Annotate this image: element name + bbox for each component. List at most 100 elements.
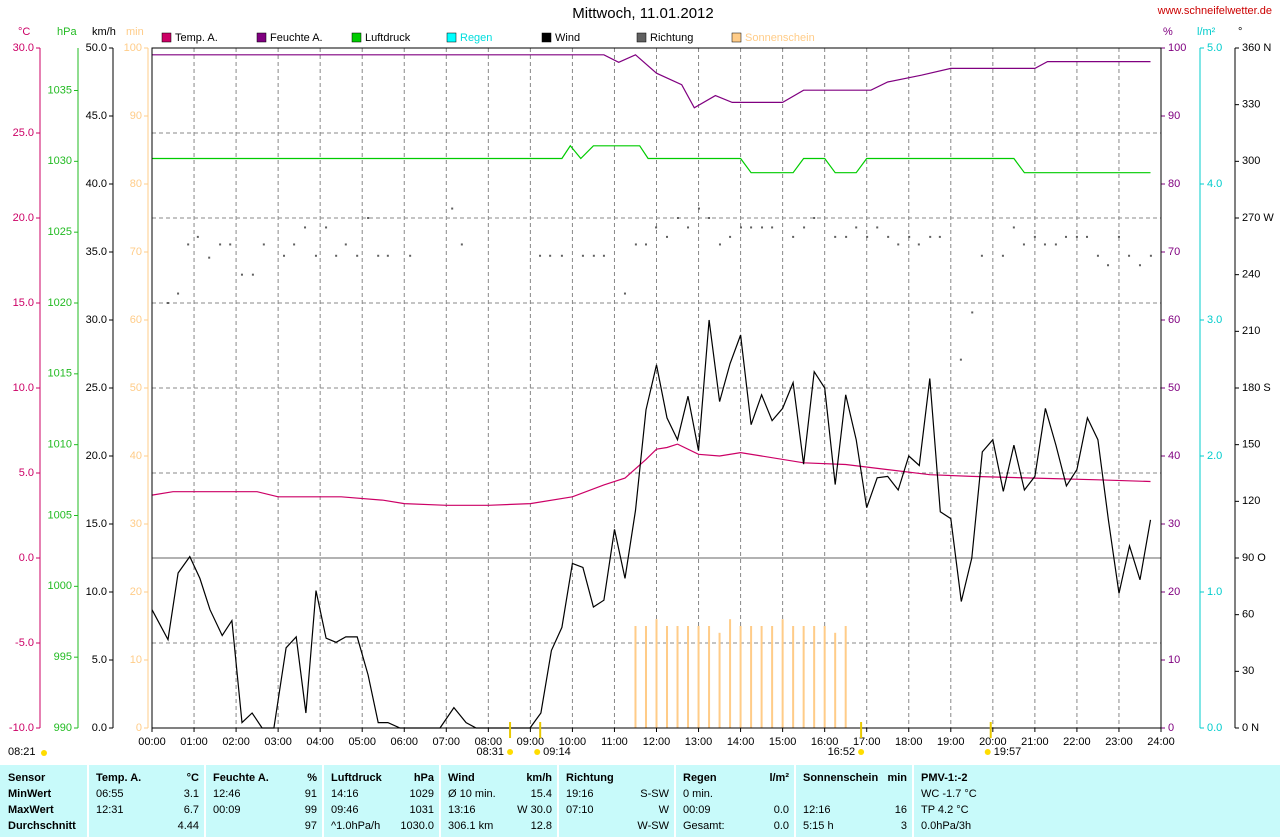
y-tick-label: 120 xyxy=(1242,495,1260,507)
table-cell: 306.1 km xyxy=(448,820,493,832)
sunshine-bar xyxy=(781,619,784,728)
x-tick-label: 18:00 xyxy=(895,736,923,748)
legend-label: Wind xyxy=(555,32,580,44)
legend-label: Feuchte A. xyxy=(270,32,323,44)
table-header: Regen xyxy=(683,772,717,784)
table-header: PMV-1:-2 xyxy=(921,772,967,784)
table-cell: 91 xyxy=(305,788,317,800)
y-tick-label: 50 xyxy=(130,382,142,394)
direction-dot xyxy=(539,254,542,257)
y-tick-label: 210 xyxy=(1242,325,1260,337)
sunshine-bar xyxy=(739,626,742,728)
direction-dot xyxy=(293,243,296,246)
x-tick-label: 07:00 xyxy=(433,736,461,748)
direction-dot xyxy=(325,226,328,229)
sun-icon xyxy=(41,750,47,756)
table-header: Temp. A. xyxy=(96,772,141,784)
y-tick-label: 60 xyxy=(1242,609,1254,621)
direction-dot xyxy=(623,292,626,295)
table-cell: Durchschnitt xyxy=(8,820,76,832)
x-tick-label: 20:00 xyxy=(979,736,1007,748)
direction-dot xyxy=(708,217,711,219)
y-tick-label: 15.0 xyxy=(86,518,107,530)
direction-dot xyxy=(166,302,169,304)
y-tick-label: 45.0 xyxy=(86,110,107,122)
x-tick-label: 19:00 xyxy=(937,736,965,748)
x-tick-label: 05:00 xyxy=(348,736,376,748)
table-header: hPa xyxy=(414,772,435,784)
x-tick-label: 02:00 xyxy=(222,736,250,748)
direction-dot xyxy=(229,243,232,246)
y-tick-label: 5.0 xyxy=(19,467,34,479)
y-tick-label: 2.0 xyxy=(1207,450,1222,462)
y-tick-label: 240 xyxy=(1242,269,1260,281)
y-tick-label: 10 xyxy=(1168,654,1180,666)
table-header: Sonnenschein xyxy=(803,772,878,784)
y-tick-label: 270 W xyxy=(1242,212,1274,224)
sun-icon xyxy=(984,749,991,755)
direction-dot xyxy=(803,226,806,229)
table-cell: 97 xyxy=(305,820,317,832)
y-tick-label: 15.0 xyxy=(13,297,34,309)
direction-dot xyxy=(356,254,359,257)
x-tick-label: 23:00 xyxy=(1105,736,1133,748)
direction-dot xyxy=(460,243,463,246)
table-cell: S-SW xyxy=(640,788,669,800)
x-tick-label: 06:00 xyxy=(390,736,418,748)
direction-dot xyxy=(1001,254,1004,257)
y-tick-label: 20.0 xyxy=(86,450,107,462)
y-tick-label: 150 xyxy=(1242,439,1260,451)
series-line xyxy=(152,144,1151,174)
y-axis-unit: °C xyxy=(18,26,30,38)
sunshine-bar xyxy=(687,626,690,728)
sun-time: 19:57 xyxy=(994,746,1022,758)
direction-dot xyxy=(1117,235,1120,238)
legend-label: Luftdruck xyxy=(365,32,411,44)
y-axis-unit: hPa xyxy=(57,26,77,38)
legend-swatch xyxy=(541,32,552,43)
y-tick-label: 40.0 xyxy=(86,178,107,190)
y-tick-label: 180 S xyxy=(1242,382,1271,394)
y-tick-label: 1005 xyxy=(48,509,72,521)
time-note: 08:21 xyxy=(8,746,36,758)
series-line xyxy=(152,54,1151,109)
sunshine-bar xyxy=(697,626,700,728)
direction-dot xyxy=(177,292,180,295)
direction-dot xyxy=(251,273,254,276)
direction-dot xyxy=(729,235,732,238)
direction-dot xyxy=(1138,264,1141,267)
table-cell: W 30.0 xyxy=(517,804,552,816)
table-header: % xyxy=(307,772,317,784)
direction-dot xyxy=(219,243,222,246)
sunshine-bar xyxy=(634,626,637,728)
table-cell: 16 xyxy=(895,804,907,816)
table-cell: 09:46 xyxy=(331,804,359,816)
y-tick-label: 0 N xyxy=(1242,722,1259,734)
y-tick-label: 0 xyxy=(1168,722,1174,734)
x-tick-label: 01:00 xyxy=(180,736,208,748)
direction-dot xyxy=(644,243,647,246)
direction-dot xyxy=(761,226,764,229)
direction-dot xyxy=(813,217,816,219)
y-tick-label: 1020 xyxy=(48,297,72,309)
y-tick-label: 1035 xyxy=(48,84,72,96)
sunshine-bar xyxy=(655,619,658,728)
y-tick-label: 30 xyxy=(130,518,142,530)
y-tick-label: 30 xyxy=(1168,518,1180,530)
direction-dot xyxy=(866,235,869,238)
table-header: Richtung xyxy=(566,772,614,784)
direction-dot xyxy=(697,207,700,210)
table-cell: 99 xyxy=(305,804,317,816)
direction-dot xyxy=(855,226,858,229)
direction-dot xyxy=(208,256,211,259)
x-tick-label: 14:00 xyxy=(727,736,755,748)
direction-dot xyxy=(592,254,595,257)
sunshine-bar xyxy=(813,626,816,728)
y-tick-label: 1.0 xyxy=(1207,586,1222,598)
legend-label: Regen xyxy=(460,32,492,44)
x-tick-label: 15:00 xyxy=(769,736,797,748)
y-tick-label: 0.0 xyxy=(19,552,34,564)
y-axis-unit: % xyxy=(1163,26,1173,38)
